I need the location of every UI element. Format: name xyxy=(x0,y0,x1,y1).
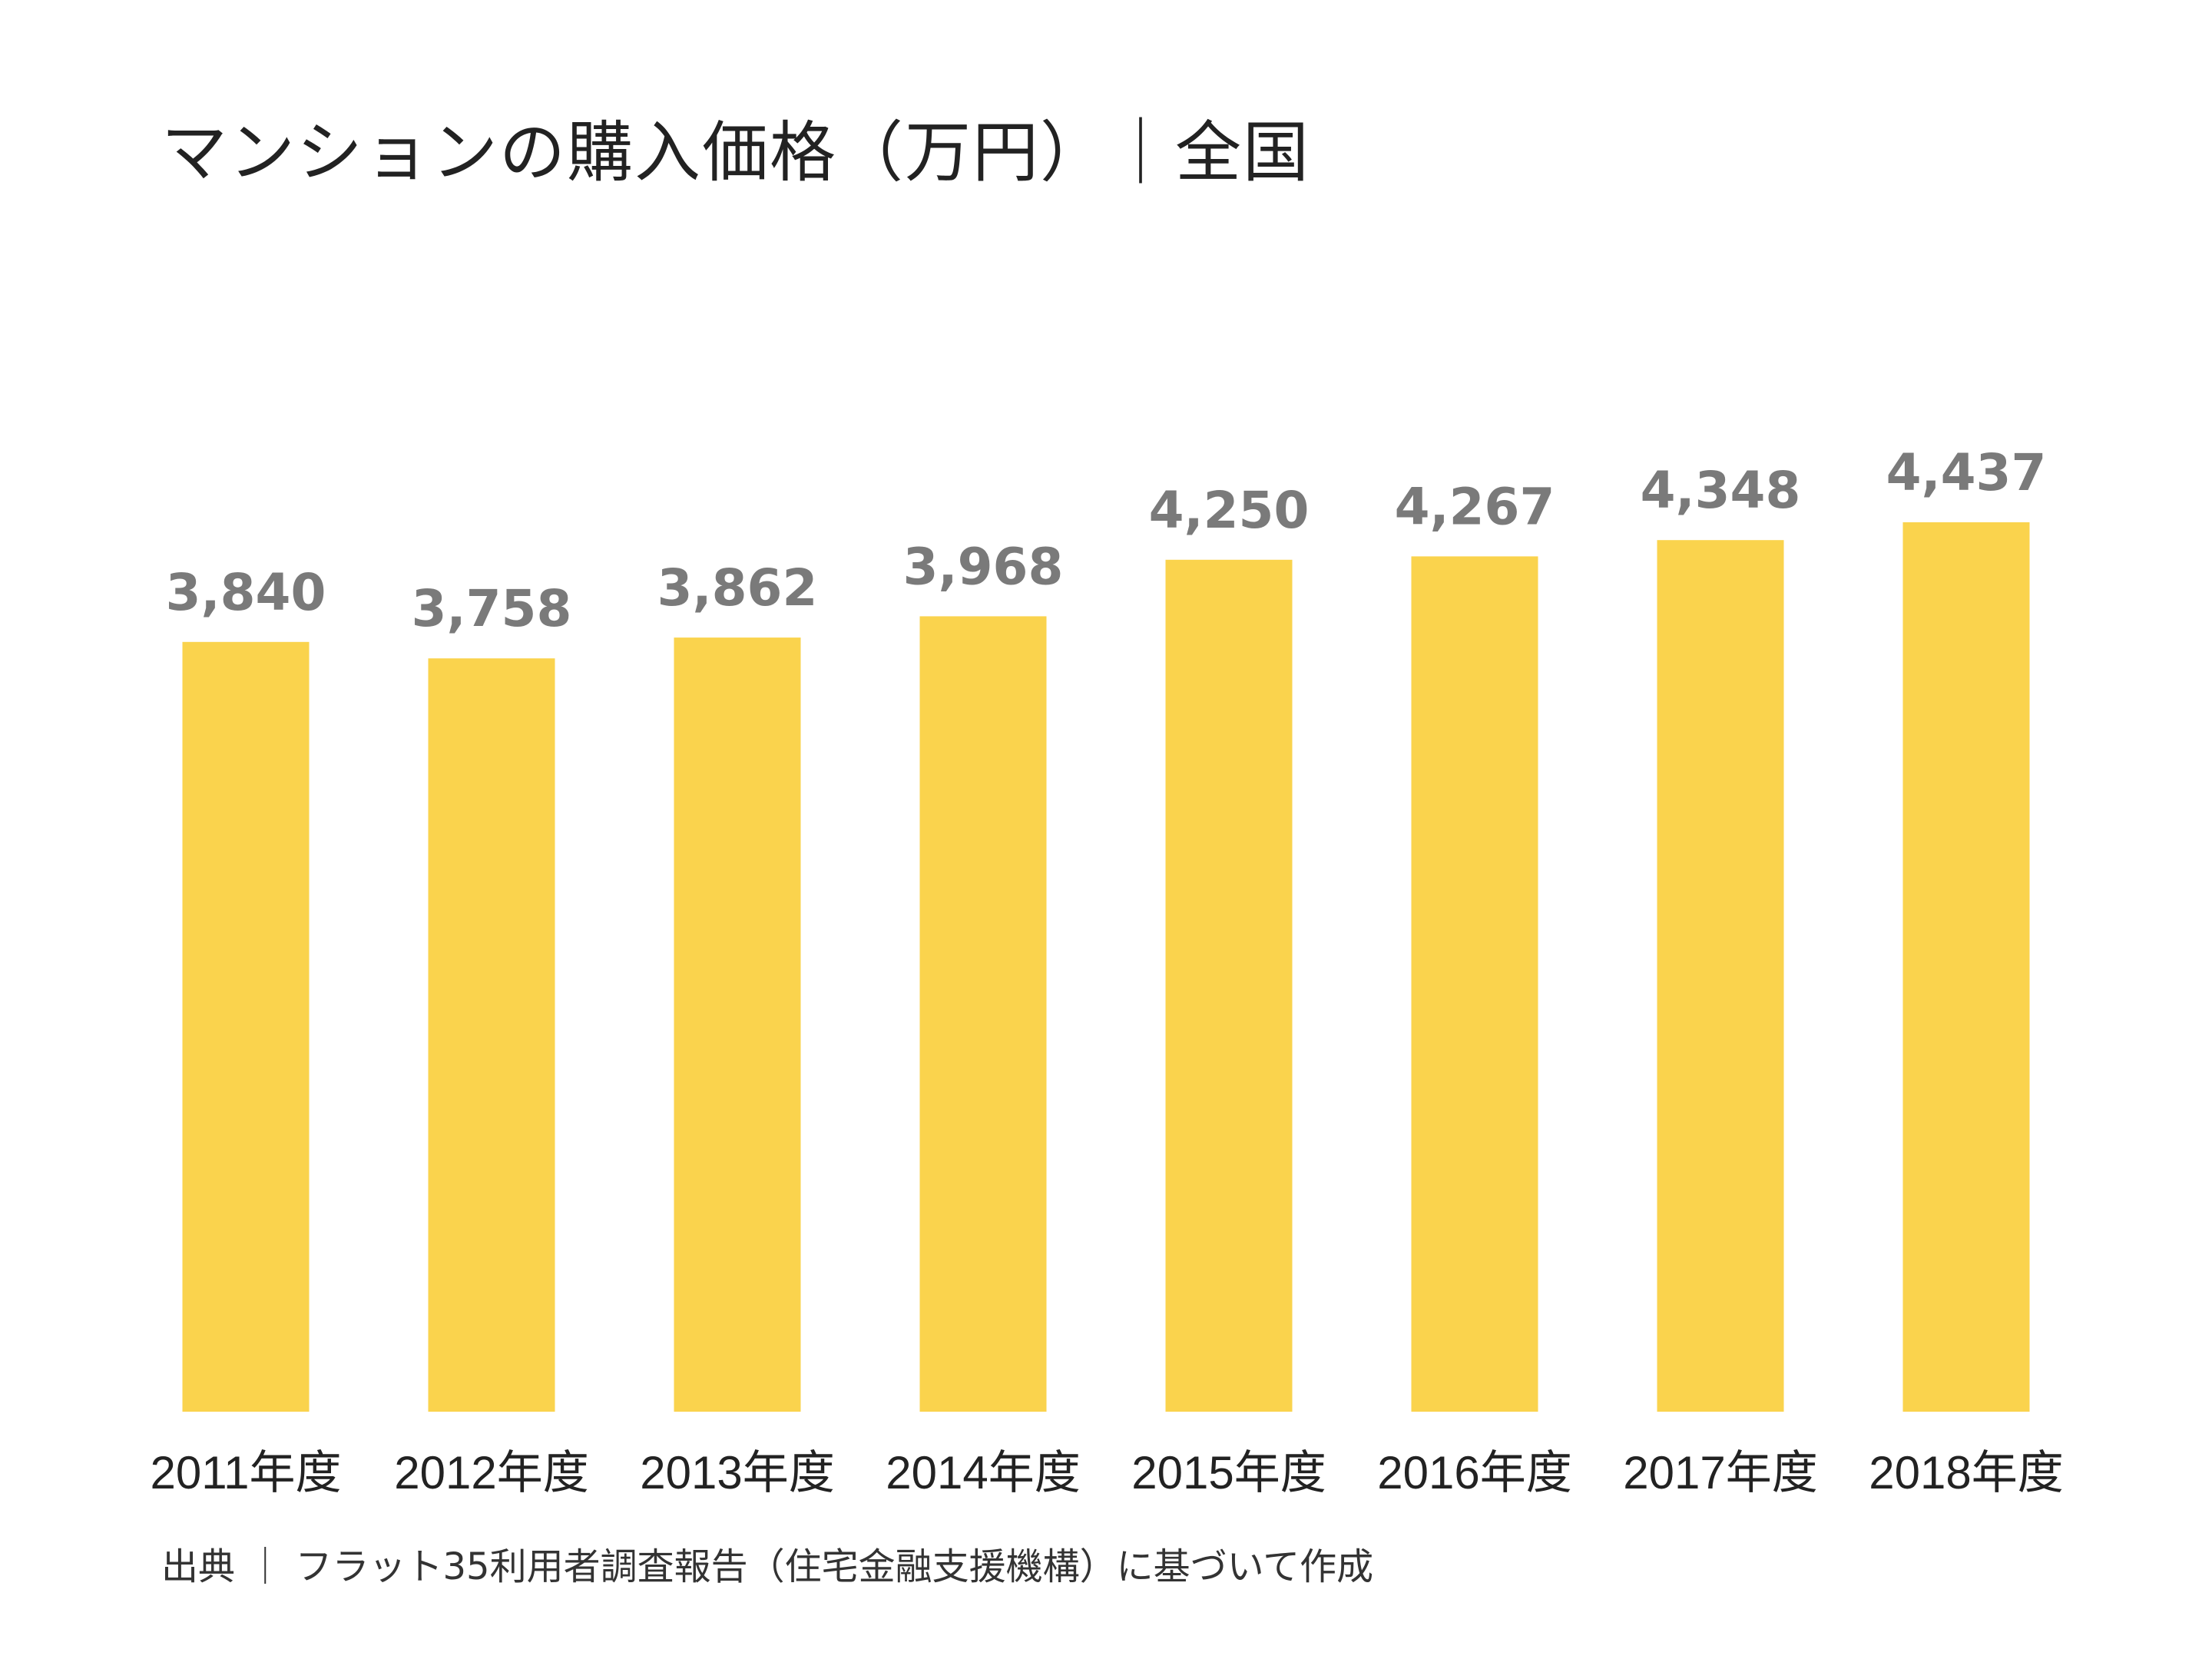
category-label: 2012年度 xyxy=(394,1447,588,1498)
category-label: 2016年度 xyxy=(1377,1447,1571,1498)
value-label: 4,250 xyxy=(1149,481,1310,540)
source-note: 出典 ｜ フラット35利用者調査報告（住宅金融支援機構）に基づいて作成 xyxy=(161,1545,1374,1588)
bar-2013年度 xyxy=(674,637,801,1412)
category-label: 2014年度 xyxy=(886,1447,1080,1498)
bar-2018年度 xyxy=(1902,522,2030,1412)
bar-2011年度 xyxy=(182,641,310,1412)
category-label: 2015年度 xyxy=(1131,1447,1326,1498)
bar-2012年度 xyxy=(428,658,555,1412)
category-label: 2011年度 xyxy=(150,1447,341,1498)
value-label: 3,840 xyxy=(166,563,326,622)
category-label: 2017年度 xyxy=(1623,1447,1817,1498)
value-label: 4,348 xyxy=(1641,461,1801,520)
bar-2016年度 xyxy=(1411,556,1538,1412)
category-label: 2013年度 xyxy=(640,1447,834,1498)
category-label: 2018年度 xyxy=(1869,1447,2063,1498)
bar-2014年度 xyxy=(919,616,1047,1412)
value-label: 4,437 xyxy=(1886,443,2047,502)
value-label: 3,862 xyxy=(657,558,818,618)
value-label: 3,968 xyxy=(903,537,1064,596)
bar-2015年度 xyxy=(1165,559,1293,1412)
value-label: 4,267 xyxy=(1395,477,1555,536)
value-label: 3,758 xyxy=(412,579,572,638)
chart-title: マンションの購入価格（万円）｜全国 xyxy=(161,114,1310,191)
bar-2017年度 xyxy=(1657,540,1784,1412)
